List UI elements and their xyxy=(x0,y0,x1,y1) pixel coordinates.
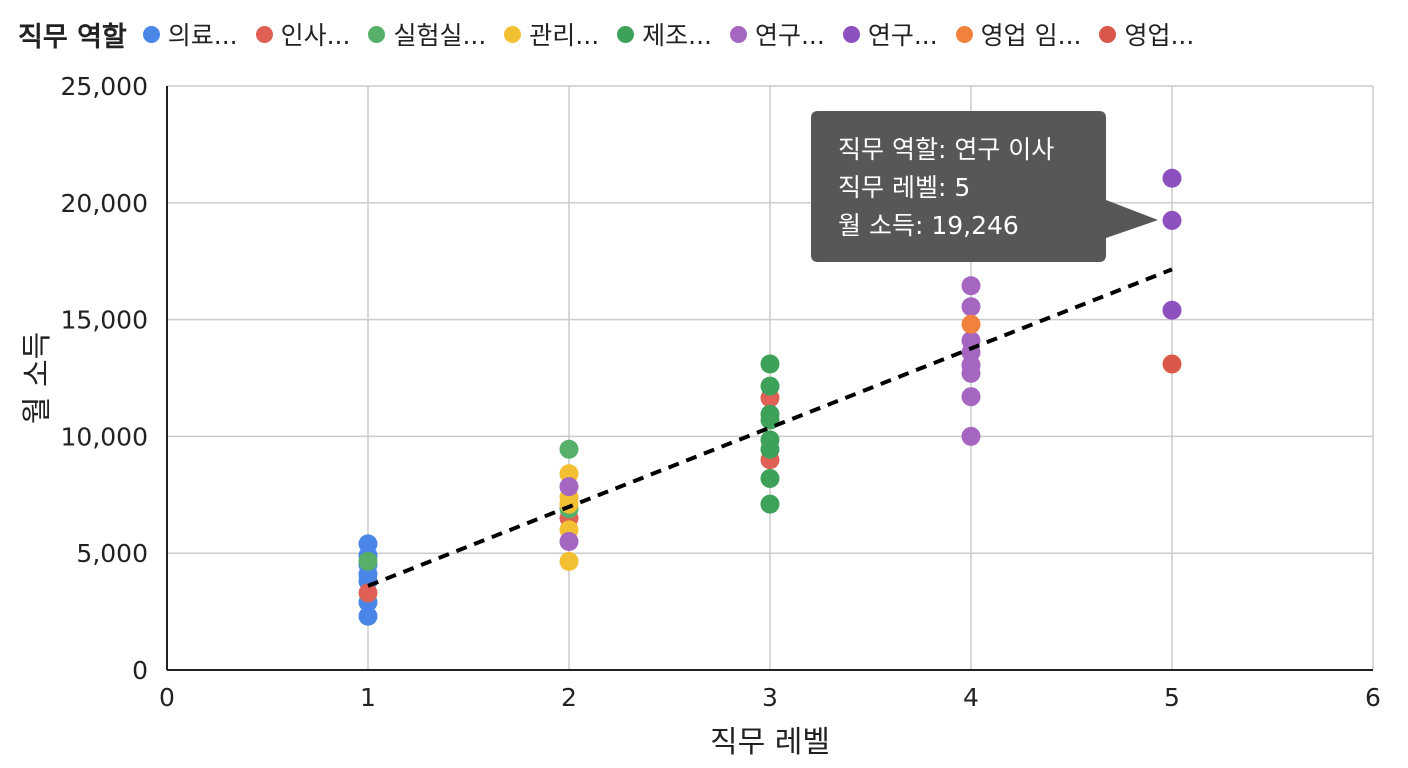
data-point[interactable] xyxy=(961,426,981,446)
data-point[interactable] xyxy=(1162,210,1182,230)
legend: 직무 역할 의료... 인사... 실험실... 관리... 제조... 연구... 연구.… xyxy=(18,12,1212,56)
legend-swatch xyxy=(1099,25,1117,43)
x-tick-label: 6 xyxy=(1365,683,1381,712)
legend-item[interactable]: 영업... xyxy=(1099,16,1194,52)
legend-label: 영업... xyxy=(1124,21,1195,50)
legend-swatch xyxy=(255,25,273,43)
legend-item[interactable]: 실험실... xyxy=(368,16,486,52)
data-point[interactable] xyxy=(559,532,579,552)
x-tick-label: 0 xyxy=(159,683,175,712)
y-tick-label: 15,000 xyxy=(61,306,148,335)
legend-label: 관리... xyxy=(529,21,600,50)
data-point[interactable] xyxy=(358,551,378,571)
data-point[interactable] xyxy=(760,439,780,459)
legend-item[interactable]: 제조... xyxy=(617,16,712,52)
data-point[interactable] xyxy=(559,477,579,497)
tooltip-line-level: 직무 레벨: 5 xyxy=(838,173,970,202)
legend-item[interactable]: 의료... xyxy=(142,16,238,52)
tick-labels: 0 1 2 3 4 5 6 0 5,000 10,000 15,000 20,000 25,000 xyxy=(61,72,1381,712)
legend-item[interactable]: 인사... xyxy=(255,16,351,52)
y-axis-title: 월 소득 xyxy=(20,332,55,424)
legend-title: 직무 역할 xyxy=(18,21,127,53)
y-tick-label: 20,000 xyxy=(61,189,148,218)
x-tick-label: 5 xyxy=(1164,683,1180,712)
tooltip: 직무 역할: 연구 이사 직무 레벨: 5 월 소득: 19,246 xyxy=(811,111,1158,262)
data-point[interactable] xyxy=(961,276,981,296)
legend-swatch xyxy=(504,25,522,43)
x-tick-label: 3 xyxy=(762,683,778,712)
tooltip-line-role: 직무 역할: 연구 이사 xyxy=(838,135,1054,164)
data-point[interactable] xyxy=(1162,354,1182,374)
legend-swatch xyxy=(842,25,860,43)
y-tick-label: 10,000 xyxy=(61,422,148,451)
legend-label: 영업 임... xyxy=(980,21,1082,50)
legend-item[interactable]: 연구... xyxy=(842,16,938,52)
legend-swatch xyxy=(368,25,386,43)
legend-item[interactable]: 관리... xyxy=(504,16,599,52)
legend-label: 연구... xyxy=(867,21,938,50)
data-point[interactable] xyxy=(559,439,579,459)
data-point[interactable] xyxy=(961,314,981,334)
data-point[interactable] xyxy=(760,468,780,488)
x-tick-label: 4 xyxy=(963,683,979,712)
legend-item[interactable]: 연구... xyxy=(729,16,825,52)
legend-swatch xyxy=(729,25,747,43)
x-axis-title: 직무 레벨 xyxy=(710,725,830,760)
legend-label: 실험실... xyxy=(393,21,487,50)
data-point[interactable] xyxy=(961,363,981,383)
data-point[interactable] xyxy=(760,494,780,514)
y-tick-label: 5,000 xyxy=(76,539,148,568)
data-point[interactable] xyxy=(559,494,579,514)
legend-swatch xyxy=(617,25,635,43)
data-point[interactable] xyxy=(760,376,780,396)
legend-item[interactable]: 영업 임... xyxy=(955,16,1082,52)
y-tick-label: 25,000 xyxy=(61,72,148,101)
data-point[interactable] xyxy=(760,354,780,374)
legend-swatch xyxy=(142,25,160,43)
legend-label: 연구... xyxy=(754,21,825,50)
tooltip-box xyxy=(811,111,1158,262)
data-point[interactable] xyxy=(1162,168,1182,188)
legend-swatch xyxy=(955,25,973,43)
tooltip-line-income: 월 소득: 19,246 xyxy=(838,211,1019,240)
data-point[interactable] xyxy=(358,606,378,626)
legend-label: 의료... xyxy=(167,21,238,50)
legend-label: 제조... xyxy=(642,21,712,50)
data-point[interactable] xyxy=(1162,300,1182,320)
axes xyxy=(166,86,1373,671)
data-point[interactable] xyxy=(961,297,981,317)
data-point[interactable] xyxy=(961,387,981,407)
y-tick-label: 0 xyxy=(132,656,148,685)
data-point[interactable] xyxy=(358,583,378,603)
x-tick-label: 1 xyxy=(360,683,376,712)
x-tick-label: 2 xyxy=(561,683,577,712)
legend-label: 인사... xyxy=(280,21,351,50)
data-points xyxy=(358,168,1182,626)
data-point[interactable] xyxy=(559,551,579,571)
